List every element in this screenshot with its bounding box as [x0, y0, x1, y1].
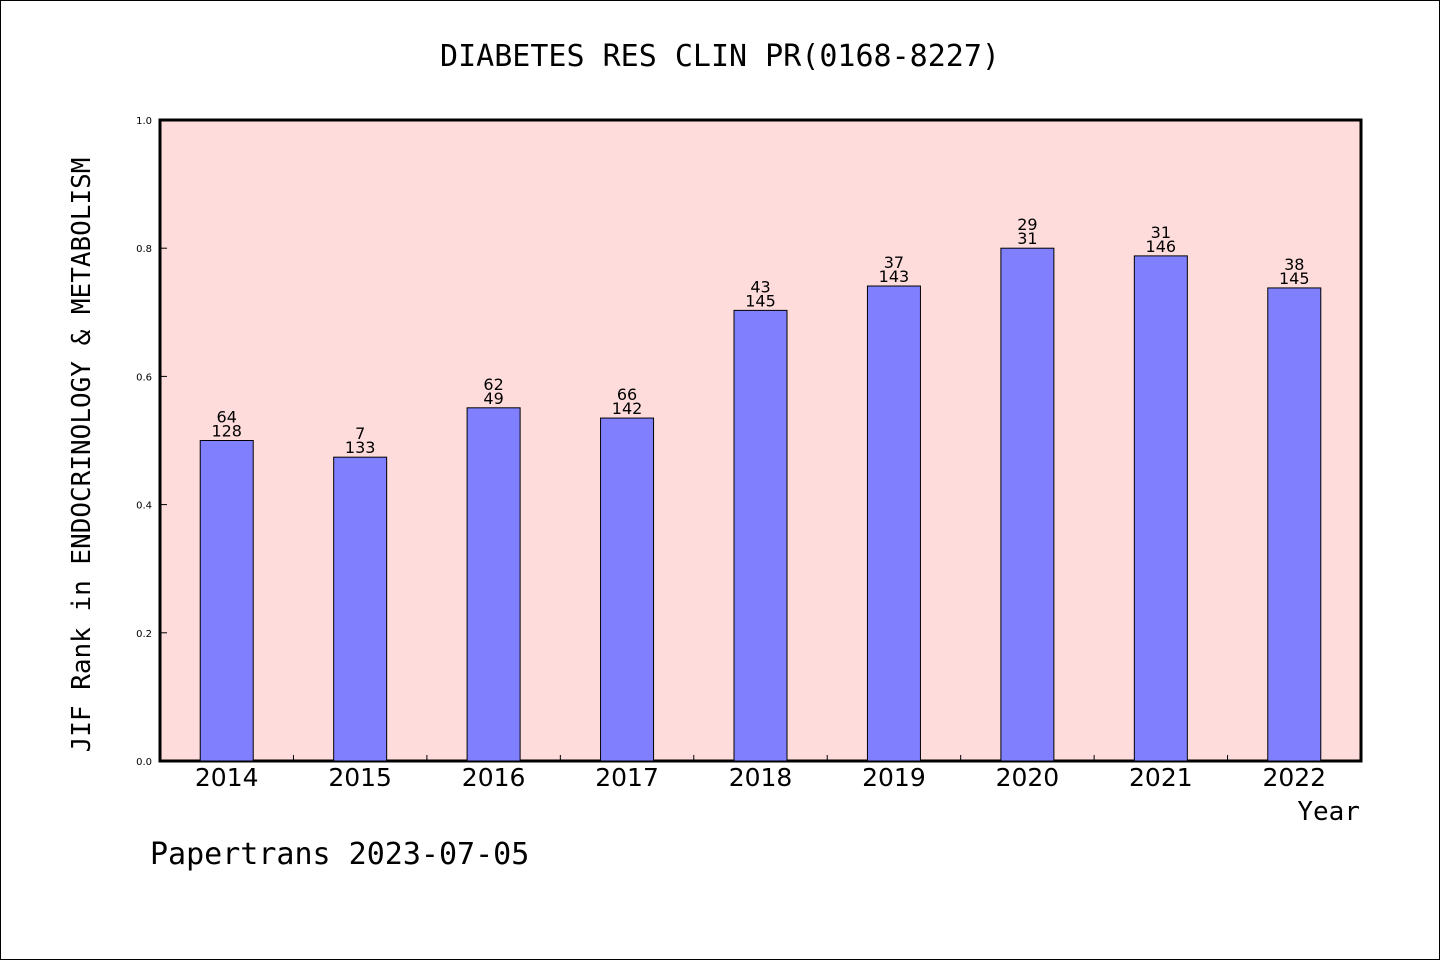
x-tick-label: 2022 — [1262, 763, 1326, 792]
footer-text: Papertrans 2023-07-05 — [150, 837, 529, 872]
bar — [333, 456, 388, 762]
data-label-top: 43 — [750, 277, 770, 296]
data-label-top: 38 — [1284, 255, 1304, 274]
data-label-bottom: 142 — [612, 399, 643, 418]
x-tick-label: 2016 — [462, 763, 526, 792]
y-axis-label: JIF Rank in ENDOCRINOLOGY & METABOLISM — [67, 158, 97, 753]
y-tick-label: 0.8 — [136, 244, 152, 255]
x-tick-label: 2019 — [862, 763, 926, 792]
data-label-bottom: 145 — [1279, 269, 1310, 288]
y-tick-label: 1.0 — [136, 116, 152, 127]
data-label-top: 7 — [355, 424, 365, 443]
bar — [600, 417, 655, 762]
data-label-bottom: 146 — [1146, 237, 1177, 256]
data-label-top: 29 — [1017, 215, 1037, 234]
x-tick-label: 2015 — [328, 763, 392, 792]
x-tick-label: 2014 — [195, 763, 259, 792]
x-tick-label: 2018 — [729, 763, 793, 792]
y-tick-label: 0.0 — [136, 757, 152, 768]
chart-title: DIABETES RES CLIN PR(0168-8227) — [440, 39, 1000, 74]
x-tick-label: 2020 — [996, 763, 1060, 792]
bar — [199, 440, 254, 762]
data-label-top: 64 — [217, 408, 237, 427]
data-label-bottom: 49 — [483, 389, 503, 408]
bar — [1267, 287, 1322, 762]
data-label-bottom: 31 — [1017, 229, 1037, 248]
x-tick-label: 2017 — [595, 763, 659, 792]
y-axis: 0.0 0.2 0.4 0.6 0.8 1.0 — [136, 116, 167, 768]
data-label-bottom: 143 — [879, 267, 910, 286]
bar — [466, 407, 521, 762]
data-label-bottom: 145 — [745, 291, 776, 310]
data-label-top: 37 — [884, 253, 904, 272]
data-label-top: 31 — [1151, 223, 1171, 242]
data-label-top: 66 — [617, 385, 637, 404]
data-label-bottom: 133 — [345, 438, 376, 457]
y-tick-label: 0.6 — [136, 372, 152, 383]
bar — [1133, 255, 1188, 762]
bar-series — [199, 247, 1322, 762]
bar — [733, 309, 788, 762]
x-tick-label: 2021 — [1129, 763, 1193, 792]
y-tick-label: 0.4 — [136, 501, 152, 512]
data-label-top: 62 — [483, 375, 503, 394]
y-tick-label: 0.2 — [136, 629, 152, 640]
x-axis: 2014 2015 2016 2017 2018 2019 2020 2021 2022 — [195, 755, 1326, 792]
x-axis-label: Year — [1297, 797, 1360, 827]
bar — [866, 285, 921, 762]
data-label-bottom: 128 — [211, 422, 242, 441]
bar — [1000, 247, 1055, 762]
